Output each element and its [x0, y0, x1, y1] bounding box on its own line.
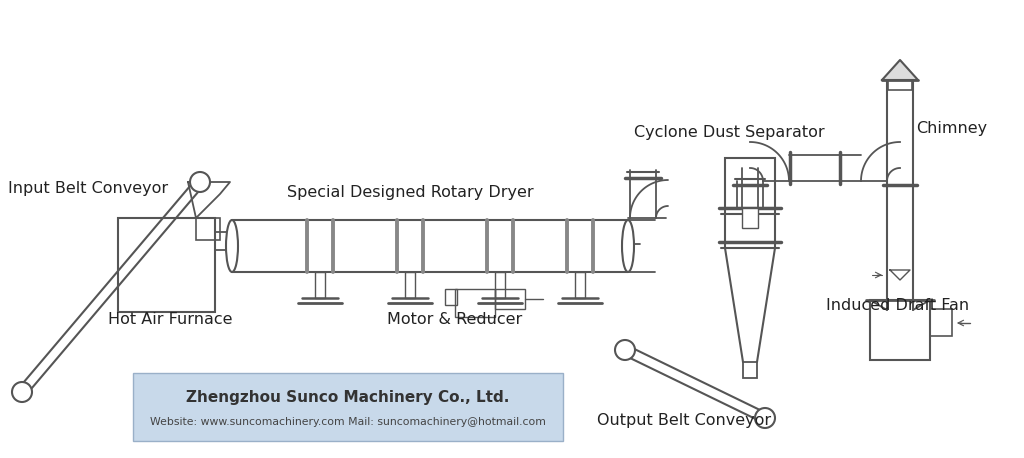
Bar: [930, 309, 952, 336]
Bar: [575, 272, 585, 298]
Circle shape: [755, 408, 775, 428]
Circle shape: [12, 382, 32, 402]
FancyBboxPatch shape: [133, 373, 563, 441]
Text: Special Designed Rotary Dryer: Special Designed Rotary Dryer: [287, 185, 534, 200]
Bar: [406, 272, 415, 298]
Text: Cyclone Dust Separator: Cyclone Dust Separator: [634, 125, 824, 141]
Bar: [888, 80, 912, 90]
Bar: [315, 272, 325, 298]
Ellipse shape: [622, 220, 634, 272]
Text: Chimney: Chimney: [916, 120, 987, 136]
Bar: [495, 289, 525, 309]
Bar: [495, 272, 505, 298]
Text: Zhengzhou Sunco Machinery Co., Ltd.: Zhengzhou Sunco Machinery Co., Ltd.: [186, 390, 510, 405]
Text: Output Belt Conveyor: Output Belt Conveyor: [597, 413, 771, 427]
Bar: [215, 232, 237, 250]
Circle shape: [190, 172, 210, 192]
Ellipse shape: [226, 220, 238, 272]
Text: Induced Draft Fan: Induced Draft Fan: [826, 298, 969, 312]
Polygon shape: [882, 60, 918, 80]
Bar: [870, 300, 930, 360]
Text: Website: www.suncomachinery.com Mail: suncomachinery@hotmail.com: Website: www.suncomachinery.com Mail: su…: [151, 417, 546, 427]
Text: Input Belt Conveyor: Input Belt Conveyor: [8, 180, 168, 196]
Text: Motor & Reducer: Motor & Reducer: [387, 312, 522, 327]
Text: Hot Air Furnace: Hot Air Furnace: [108, 312, 232, 327]
Bar: [196, 218, 220, 240]
Bar: [743, 362, 757, 378]
Circle shape: [615, 340, 635, 360]
Bar: [742, 208, 758, 228]
Bar: [118, 218, 215, 312]
Bar: [725, 158, 775, 208]
Bar: [455, 289, 495, 317]
Bar: [445, 289, 457, 305]
